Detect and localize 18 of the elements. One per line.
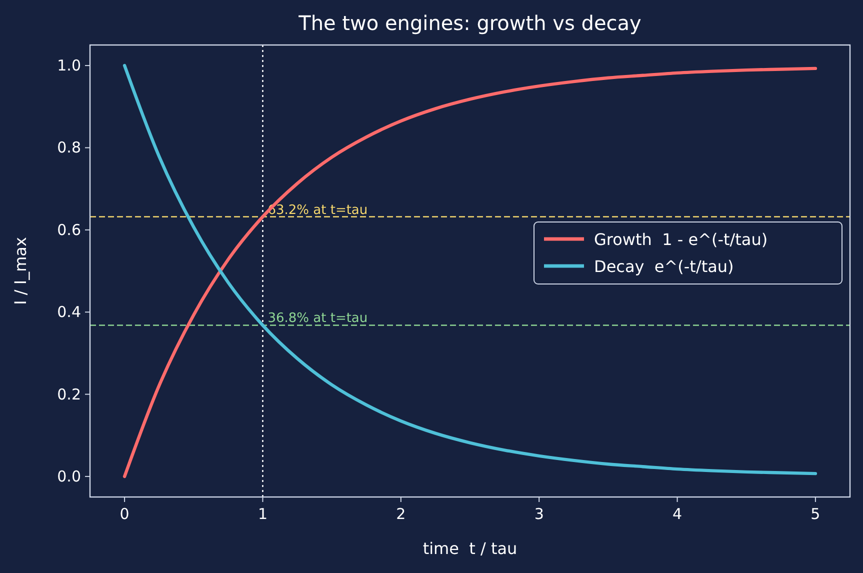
x-tick-label: 0 xyxy=(120,505,130,523)
ref-line-label: 36.8% at t=tau xyxy=(268,311,368,326)
y-axis-title: I / I_max xyxy=(11,237,30,305)
y-tick-label: 0.0 xyxy=(57,467,81,486)
legend-label: Growth 1 - e^(-t/tau) xyxy=(594,230,768,249)
x-axis-title: time t / tau xyxy=(422,539,518,558)
x-tick-label: 3 xyxy=(534,505,544,523)
chart-title: The two engines: growth vs decay xyxy=(298,11,642,35)
x-tick-label: 5 xyxy=(810,505,820,523)
y-tick-label: 1.0 xyxy=(57,56,81,75)
y-tick-label: 0.2 xyxy=(57,385,81,404)
legend-label: Decay e^(-t/tau) xyxy=(594,257,734,276)
x-tick-label: 2 xyxy=(396,505,406,523)
x-tick-label: 1 xyxy=(258,505,268,523)
y-tick-label: 0.4 xyxy=(57,303,81,322)
x-tick-label: 4 xyxy=(672,505,682,523)
y-tick-label: 0.6 xyxy=(57,220,81,239)
y-tick-label: 0.8 xyxy=(57,138,81,157)
